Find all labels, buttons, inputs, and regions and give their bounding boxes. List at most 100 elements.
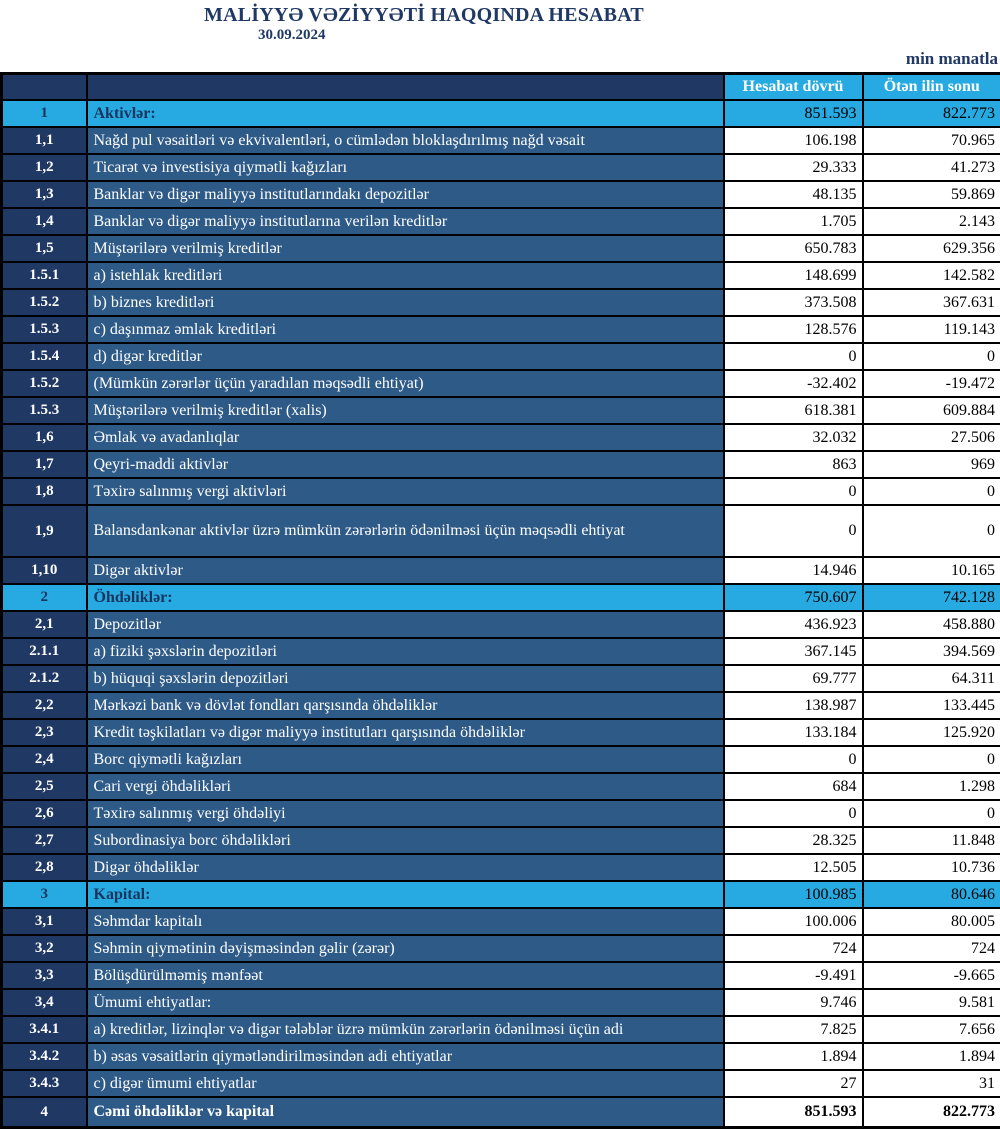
row-number-cell: 1.5.4 bbox=[2, 343, 87, 370]
value-current-period: 100.006 bbox=[724, 908, 863, 935]
value-previous-period: 969 bbox=[863, 451, 1000, 478]
row-number-cell: 2,2 bbox=[2, 692, 87, 719]
row-label-cell: Banklar və digər maliyyə institutlarına … bbox=[87, 208, 724, 235]
table-header-row: Hesabat dövrü Ötən ilin sonu bbox=[2, 74, 1000, 101]
row-number-cell: 3,4 bbox=[2, 989, 87, 1016]
value-previous-period: 367.631 bbox=[863, 289, 1000, 316]
value-current-period: 367.145 bbox=[724, 638, 863, 665]
row-number-cell: 2,3 bbox=[2, 719, 87, 746]
row-label-cell: a) fiziki şəxslərin depozitləri bbox=[87, 638, 724, 665]
value-previous-period: 0 bbox=[863, 343, 1000, 370]
row-number-cell: 1 bbox=[2, 100, 87, 127]
value-previous-period: 822.773 bbox=[863, 1097, 1000, 1128]
row-label-cell: Depozitlər bbox=[87, 611, 724, 638]
value-previous-period: 2.143 bbox=[863, 208, 1000, 235]
row-label-cell: Əmlak və avadanlıqlar bbox=[87, 424, 724, 451]
row-label-cell: Öhdəliklər: bbox=[87, 584, 724, 611]
row-number-cell: 2,6 bbox=[2, 800, 87, 827]
row-label-cell: Nağd pul vəsaitləri və ekvivalentləri, o… bbox=[87, 127, 724, 154]
row-number-cell: 1,3 bbox=[2, 181, 87, 208]
row-label-cell: c) digər ümumi ehtiyatlar bbox=[87, 1070, 724, 1097]
row-label-cell: Digər aktivlər bbox=[87, 557, 724, 584]
value-previous-period: -9.665 bbox=[863, 962, 1000, 989]
row-number-cell: 3,2 bbox=[2, 935, 87, 962]
row-number-cell: 3 bbox=[2, 881, 87, 908]
value-current-period: 138.987 bbox=[724, 692, 863, 719]
row-label-cell: b) biznes kreditləri bbox=[87, 289, 724, 316]
row-label-cell: (Mümkün zərərlər üçün yaradılan məqsədli… bbox=[87, 370, 724, 397]
row-label-cell: Qeyri-maddi aktivlər bbox=[87, 451, 724, 478]
row-number-cell: 2,4 bbox=[2, 746, 87, 773]
row-number-cell: 2,8 bbox=[2, 854, 87, 881]
row-number-cell: 2,1 bbox=[2, 611, 87, 638]
value-previous-period: 822.773 bbox=[863, 100, 1000, 127]
row-label-cell: c) daşınmaz əmlak kreditləri bbox=[87, 316, 724, 343]
row-number-cell: 1.5.3 bbox=[2, 316, 87, 343]
value-current-period: 1.894 bbox=[724, 1043, 863, 1070]
value-previous-period: 742.128 bbox=[863, 584, 1000, 611]
value-previous-period: 1.894 bbox=[863, 1043, 1000, 1070]
row-label-cell: a) istehlak kreditləri bbox=[87, 262, 724, 289]
value-previous-period: 59.869 bbox=[863, 181, 1000, 208]
value-current-period: 133.184 bbox=[724, 719, 863, 746]
value-previous-period: 142.582 bbox=[863, 262, 1000, 289]
value-current-period: 0 bbox=[724, 505, 863, 557]
row-number-cell: 1,8 bbox=[2, 478, 87, 505]
value-previous-period: 10.165 bbox=[863, 557, 1000, 584]
row-label-cell: Bölüşdürülməmiş mənfəət bbox=[87, 962, 724, 989]
row-label-cell: Banklar və digər maliyyə institutlarında… bbox=[87, 181, 724, 208]
value-previous-period: 11.848 bbox=[863, 827, 1000, 854]
row-label-cell: Kapital: bbox=[87, 881, 724, 908]
value-current-period: 27 bbox=[724, 1070, 863, 1097]
value-previous-period: 125.920 bbox=[863, 719, 1000, 746]
value-current-period: 12.505 bbox=[724, 854, 863, 881]
row-label-cell: a) kreditlər, lizinqlər və digər tələblə… bbox=[87, 1016, 724, 1043]
value-current-period: 436.923 bbox=[724, 611, 863, 638]
value-previous-period: 31 bbox=[863, 1070, 1000, 1097]
row-label-cell: Təxirə salınmış vergi öhdəliyi bbox=[87, 800, 724, 827]
row-label-cell: Borc qiymətli kağızları bbox=[87, 746, 724, 773]
row-label-cell: Ticarət və investisiya qiymətli kağızlar… bbox=[87, 154, 724, 181]
value-previous-period: 0 bbox=[863, 800, 1000, 827]
row-label-cell: Aktivlər: bbox=[87, 100, 724, 127]
value-current-period: 373.508 bbox=[724, 289, 863, 316]
row-number-cell: 1.5.2 bbox=[2, 370, 87, 397]
value-previous-period: 724 bbox=[863, 935, 1000, 962]
row-number-cell: 2,5 bbox=[2, 773, 87, 800]
value-current-period: 9.746 bbox=[724, 989, 863, 1016]
row-number-cell: 1.5.2 bbox=[2, 289, 87, 316]
value-current-period: 7.825 bbox=[724, 1016, 863, 1043]
value-current-period: 0 bbox=[724, 343, 863, 370]
row-number-cell: 1,2 bbox=[2, 154, 87, 181]
value-previous-period: 70.965 bbox=[863, 127, 1000, 154]
row-number-cell: 2.1.2 bbox=[2, 665, 87, 692]
value-current-period: 48.135 bbox=[724, 181, 863, 208]
row-number-cell: 2.1.1 bbox=[2, 638, 87, 665]
report-date: 30.09.2024 bbox=[258, 27, 326, 44]
row-number-cell: 2 bbox=[2, 584, 87, 611]
value-current-period: 750.607 bbox=[724, 584, 863, 611]
value-previous-period: 9.581 bbox=[863, 989, 1000, 1016]
row-label-cell: Digər öhdəliklər bbox=[87, 854, 724, 881]
value-current-period: 0 bbox=[724, 746, 863, 773]
row-number-cell: 1,6 bbox=[2, 424, 87, 451]
